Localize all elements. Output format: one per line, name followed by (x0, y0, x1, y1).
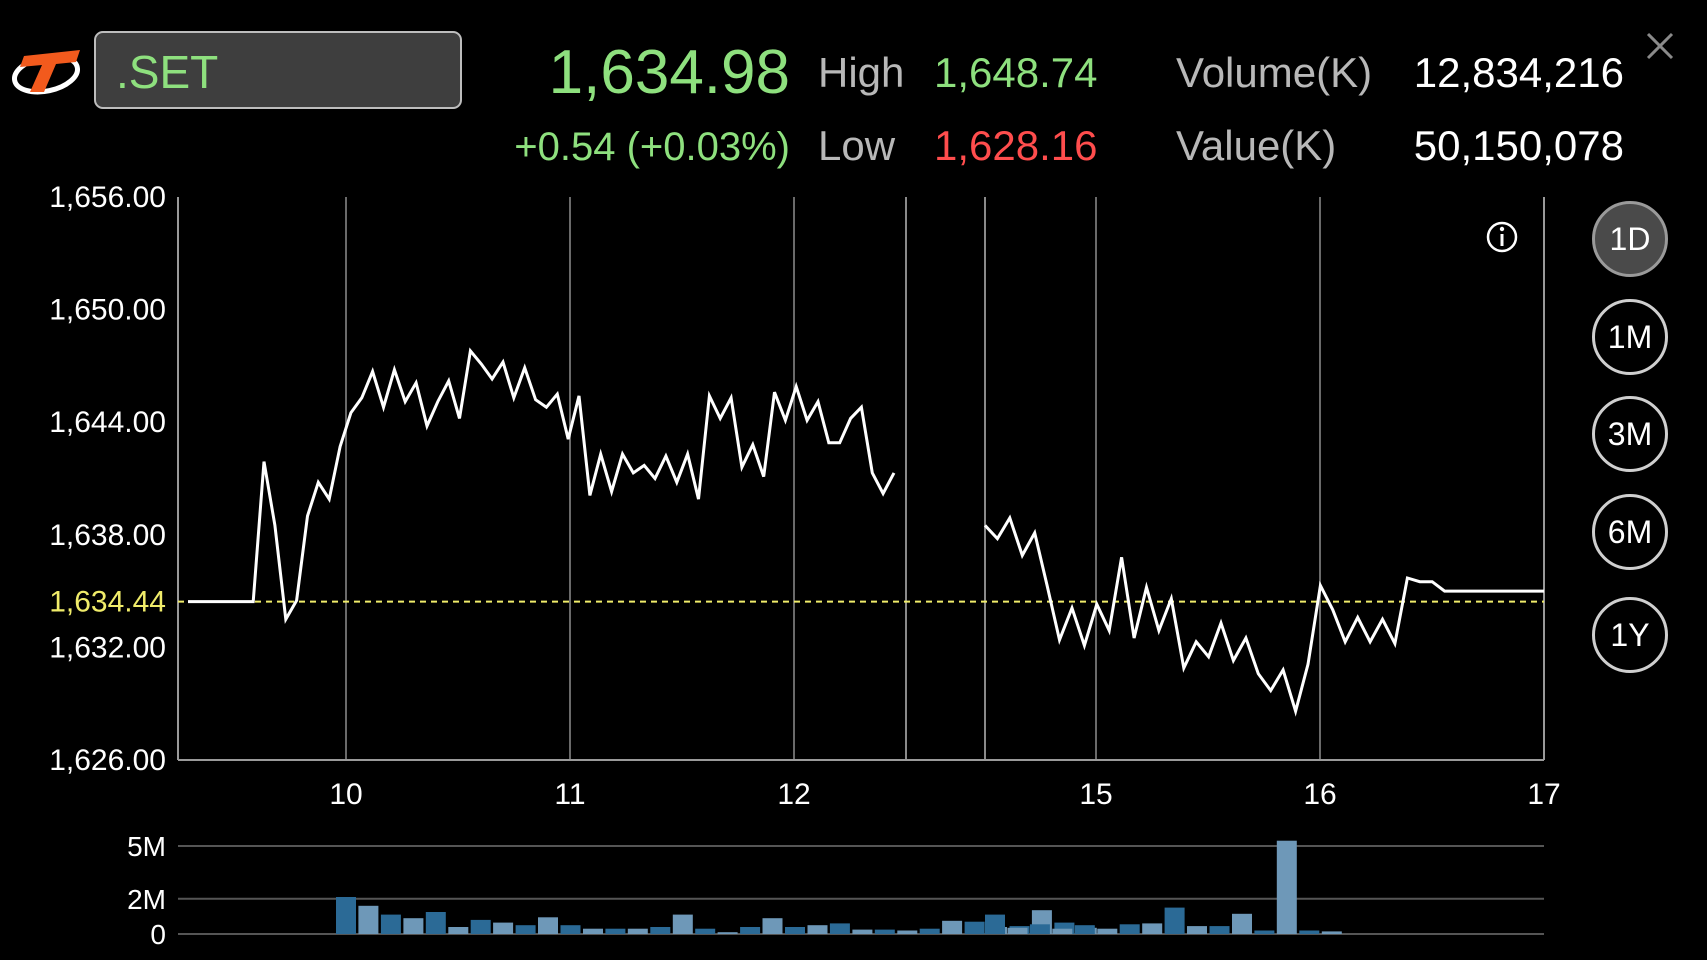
volume-bar (1142, 923, 1163, 934)
volume-bar (785, 927, 805, 934)
period-button-1d[interactable]: 1D (1592, 201, 1668, 277)
volume-bar (493, 922, 514, 934)
volume-bar (1187, 926, 1207, 934)
volume-bar (740, 927, 761, 934)
settrade-logo-icon (12, 50, 80, 95)
y-tick-label: 1,632.00 (49, 631, 166, 664)
y-tick-label: 1,644.00 (49, 406, 166, 439)
price-series (188, 347, 1544, 717)
volume-bar (1254, 930, 1275, 934)
period-button-1y[interactable]: 1Y (1592, 597, 1668, 673)
volume-bar (807, 925, 828, 934)
volume-bar (448, 927, 469, 934)
volume-bar (1209, 926, 1230, 934)
y-tick-label: 1,650.00 (49, 294, 166, 327)
volume-bar (627, 928, 648, 934)
volume-bar (852, 929, 873, 934)
volume-value: 12,834,216 (1413, 49, 1624, 96)
volume-bar (762, 918, 783, 934)
volume-bar (1321, 931, 1342, 934)
last-price: 1,634.98 (548, 38, 790, 107)
volume-bars (336, 840, 1342, 934)
volume-bar (1164, 907, 1185, 934)
volume-bar (470, 919, 491, 934)
symbol-input[interactable]: .SET (94, 31, 462, 109)
volume-bar (336, 897, 356, 934)
volume-bar (380, 914, 401, 934)
price-change: +0.54 (+0.03%) (514, 125, 790, 169)
volume-bar (1097, 928, 1118, 934)
price-line-morning (188, 347, 896, 624)
volume-bar (897, 930, 918, 934)
volume-bar (1232, 913, 1252, 934)
volume-bar (695, 928, 716, 934)
volume-bar (1119, 924, 1140, 934)
volume-bar (964, 921, 985, 934)
high-label: High (818, 49, 905, 96)
volume-bar (605, 928, 626, 934)
volume-bar (358, 905, 379, 934)
price-grid (345, 197, 1321, 760)
volume-y-tick-label: 0 (150, 919, 166, 950)
price-axis (177, 197, 1545, 761)
y-tick-label: 1,656.00 (49, 181, 166, 214)
volume-bar (1074, 925, 1095, 934)
y-tick-label: 1,626.00 (49, 744, 166, 777)
volume-y-ticks: 5M 2M 0 (127, 831, 166, 950)
volume-y-tick-label: 2M (127, 884, 166, 915)
volume-y-tick-label: 5M (127, 831, 166, 862)
x-tick-label: 15 (1079, 778, 1112, 811)
volume-bar (1276, 840, 1297, 934)
x-tick-label: 10 (329, 778, 362, 811)
info-icon[interactable] (1486, 221, 1518, 253)
volume-bar (425, 912, 446, 934)
volume-label: Volume(K) (1176, 49, 1373, 96)
prior-close-group: 1,634.44 (49, 586, 1544, 619)
volume-bar (583, 928, 603, 934)
volume-bar (942, 920, 963, 934)
period-button-3m[interactable]: 3M (1592, 396, 1668, 472)
volume-bar (829, 923, 850, 934)
volume-bar (874, 929, 895, 934)
volume-bar (919, 928, 940, 934)
volume-bar (985, 914, 1005, 934)
volume-bar (672, 914, 693, 934)
volume-bar (650, 927, 671, 934)
volume-bar (717, 932, 738, 934)
high-value: 1,648.74 (934, 49, 1098, 96)
low-value: 1,628.16 (934, 122, 1098, 169)
price-x-ticks: 10 11 12 15 16 17 (329, 778, 1560, 811)
symbol-text: .SET (116, 46, 219, 98)
close-icon[interactable] (1642, 28, 1678, 64)
volume-bar (560, 925, 581, 934)
y-tick-label: 1,638.00 (49, 519, 166, 552)
volume-bar (403, 918, 424, 934)
price-line-afternoon (983, 514, 1544, 717)
x-tick-label: 11 (554, 778, 585, 811)
period-button-1m[interactable]: 1M (1592, 299, 1668, 375)
x-tick-label: 16 (1303, 778, 1336, 811)
value-value: 50,150,078 (1413, 122, 1624, 169)
x-tick-label: 17 (1527, 778, 1560, 811)
volume-bar (1052, 928, 1073, 934)
prior-close-label: 1,634.44 (49, 586, 166, 619)
low-label: Low (818, 122, 896, 169)
price-y-ticks: 1,656.00 1,650.00 1,644.00 1,638.00 1,632.00… (49, 181, 166, 777)
volume-bar (515, 925, 536, 934)
volume-bar (1029, 924, 1050, 934)
period-button-6m[interactable]: 6M (1592, 494, 1668, 570)
x-tick-label: 12 (777, 778, 810, 811)
volume-bar (538, 917, 558, 934)
value-label: Value(K) (1176, 122, 1337, 169)
volume-bar (1054, 922, 1075, 934)
volume-bar (1007, 927, 1028, 934)
volume-bar (1299, 930, 1320, 934)
